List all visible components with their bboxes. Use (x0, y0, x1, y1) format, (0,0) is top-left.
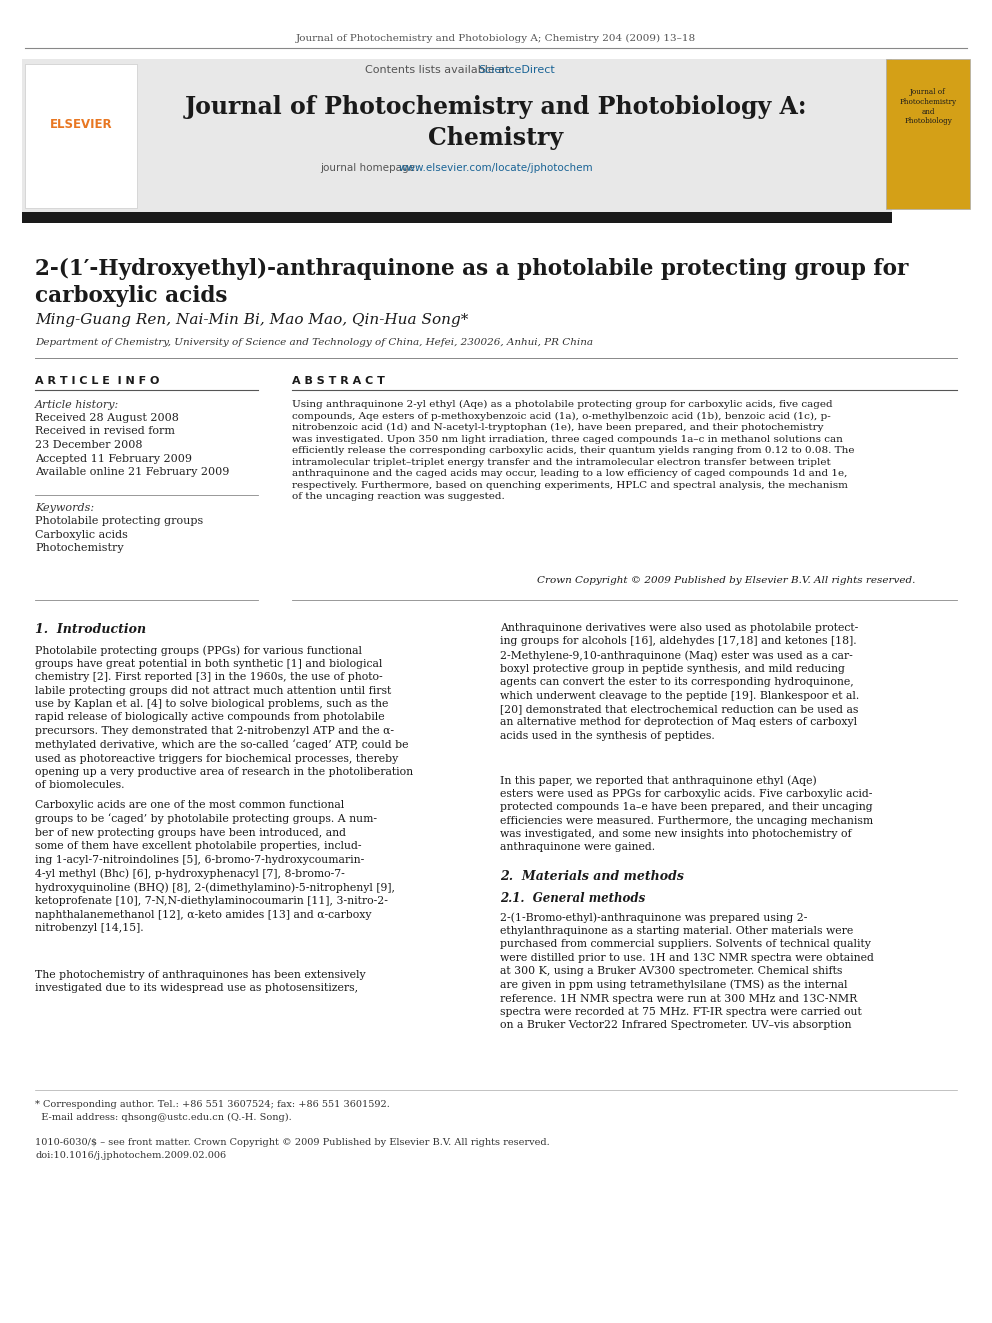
Text: Chemistry: Chemistry (429, 126, 563, 149)
Text: In this paper, we reported that anthraquinone ethyl (Aqe)
esters were used as PP: In this paper, we reported that anthraqu… (500, 775, 873, 852)
Text: Crown Copyright © 2009 Published by Elsevier B.V. All rights reserved.: Crown Copyright © 2009 Published by Else… (537, 576, 916, 585)
FancyBboxPatch shape (25, 64, 137, 208)
Text: 1010-6030/$ – see front matter. Crown Copyright © 2009 Published by Elsevier B.V: 1010-6030/$ – see front matter. Crown Co… (35, 1138, 550, 1147)
Text: 1.  Introduction: 1. Introduction (35, 623, 146, 636)
Text: Anthraquinone derivatives were also used as photolabile protect-
ing groups for : Anthraquinone derivatives were also used… (500, 623, 859, 741)
Text: A B S T R A C T: A B S T R A C T (292, 376, 385, 386)
Text: Accepted 11 February 2009: Accepted 11 February 2009 (35, 454, 192, 463)
Text: Using anthraquinone 2-yl ethyl (Aqe) as a photolabile protecting group for carbo: Using anthraquinone 2-yl ethyl (Aqe) as … (292, 400, 854, 501)
Text: Carboxylic acids: Carboxylic acids (35, 529, 128, 540)
Text: 2-(1-Bromo-ethyl)-anthraquinone was prepared using 2-
ethylanthraquinone as a st: 2-(1-Bromo-ethyl)-anthraquinone was prep… (500, 912, 874, 1031)
Text: Received in revised form: Received in revised form (35, 426, 175, 437)
Text: 2-(1′-Hydroxyethyl)-anthraquinone as a photolabile protecting group for
carboxyl: 2-(1′-Hydroxyethyl)-anthraquinone as a p… (35, 258, 909, 307)
FancyBboxPatch shape (22, 60, 892, 212)
Text: 23 December 2008: 23 December 2008 (35, 441, 143, 450)
Text: www.elsevier.com/locate/jphotochem: www.elsevier.com/locate/jphotochem (399, 163, 593, 173)
Text: A R T I C L E  I N F O: A R T I C L E I N F O (35, 376, 160, 386)
Text: Ming-Guang Ren, Nai-Min Bi, Mao Mao, Qin-Hua Song*: Ming-Guang Ren, Nai-Min Bi, Mao Mao, Qin… (35, 314, 468, 327)
Text: Journal of Photochemistry and Photobiology A:: Journal of Photochemistry and Photobiolo… (185, 95, 807, 119)
Text: Journal of Photochemistry and Photobiology A; Chemistry 204 (2009) 13–18: Journal of Photochemistry and Photobiolo… (296, 33, 696, 42)
Text: 2.1.  General methods: 2.1. General methods (500, 892, 645, 905)
FancyBboxPatch shape (886, 60, 970, 209)
Text: Keywords:: Keywords: (35, 503, 94, 513)
Text: Photochemistry: Photochemistry (35, 542, 124, 553)
Text: Contents lists available at: Contents lists available at (365, 65, 513, 75)
FancyBboxPatch shape (22, 212, 892, 224)
Text: Available online 21 February 2009: Available online 21 February 2009 (35, 467, 229, 478)
Text: The photochemistry of anthraquinones has been extensively
investigated due to it: The photochemistry of anthraquinones has… (35, 970, 366, 994)
Text: Received 28 August 2008: Received 28 August 2008 (35, 413, 179, 423)
Text: ScienceDirect: ScienceDirect (478, 65, 556, 75)
Text: journal homepage:: journal homepage: (320, 163, 422, 173)
Text: doi:10.1016/j.jphotochem.2009.02.006: doi:10.1016/j.jphotochem.2009.02.006 (35, 1151, 226, 1160)
Text: 2.  Materials and methods: 2. Materials and methods (500, 871, 683, 882)
Text: Carboxylic acids are one of the most common functional
groups to be ‘caged’ by p: Carboxylic acids are one of the most com… (35, 800, 395, 933)
Text: ELSEVIER: ELSEVIER (50, 119, 112, 131)
Text: Journal of
Photochemistry
and
Photobiology: Journal of Photochemistry and Photobiolo… (900, 89, 956, 126)
Text: Photolabile protecting groups (PPGs) for various functional
groups have great po: Photolabile protecting groups (PPGs) for… (35, 646, 413, 790)
Text: Article history:: Article history: (35, 400, 119, 410)
Text: Photolabile protecting groups: Photolabile protecting groups (35, 516, 203, 527)
Text: * Corresponding author. Tel.: +86 551 3607524; fax: +86 551 3601592.: * Corresponding author. Tel.: +86 551 36… (35, 1099, 390, 1109)
Text: Department of Chemistry, University of Science and Technology of China, Hefei, 2: Department of Chemistry, University of S… (35, 337, 593, 347)
Text: E-mail address: qhsong@ustc.edu.cn (Q.-H. Song).: E-mail address: qhsong@ustc.edu.cn (Q.-H… (35, 1113, 292, 1122)
